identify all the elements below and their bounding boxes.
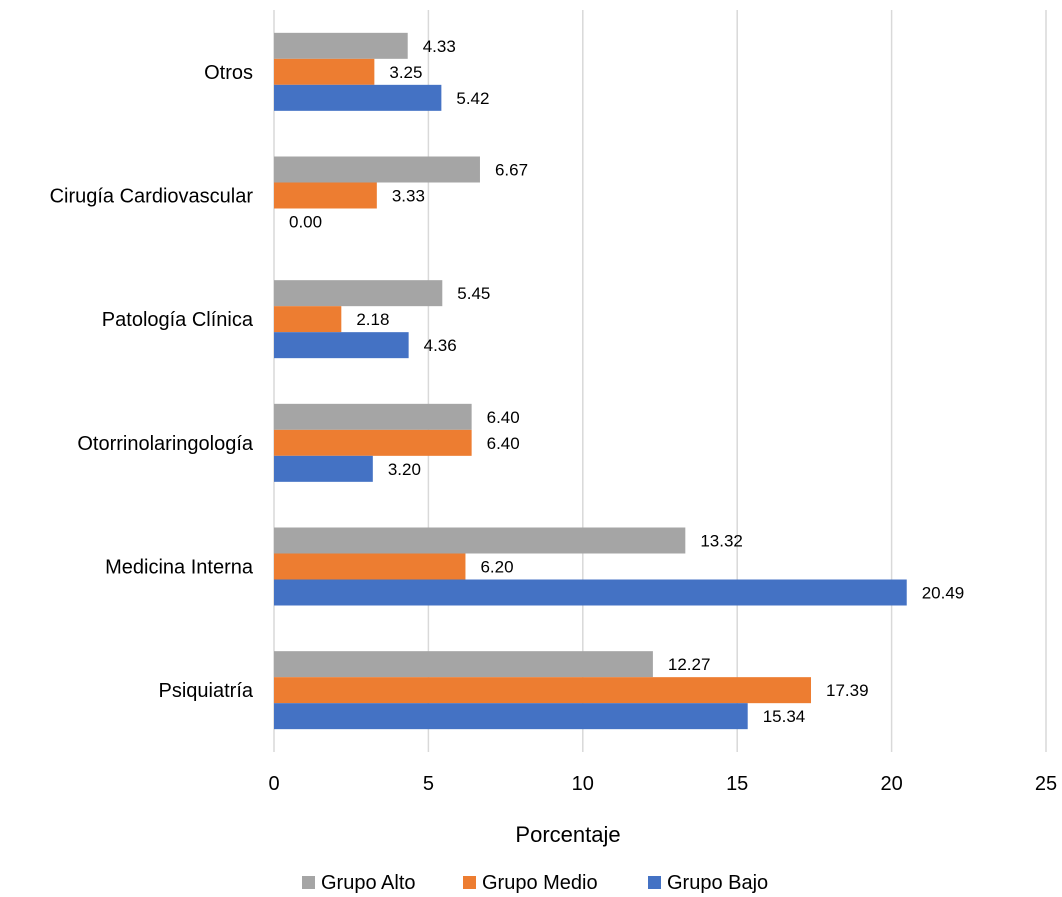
legend-label-grupo-bajo: Grupo Bajo: [667, 872, 768, 894]
x-tick-label: 25: [1035, 773, 1057, 795]
category-label-medicina-interna: Medicina Interna: [105, 557, 254, 579]
data-label-grupo-bajo-otorrinolaringologia: 3.20: [388, 460, 421, 479]
x-tick-label: 0: [268, 773, 279, 795]
category-label-cirugia-cardiovascular: Cirugía Cardiovascular: [50, 186, 254, 208]
category-label-otorrinolaringologia: Otorrinolaringología: [77, 433, 254, 455]
data-label-grupo-bajo-otros: 5.42: [456, 89, 489, 108]
bar-grupo-medio-cirugia-cardiovascular: [274, 182, 377, 209]
legend-label-grupo-medio: Grupo Medio: [482, 872, 598, 894]
bar-grupo-alto-cirugia-cardiovascular: [274, 156, 480, 183]
category-label-patologia-clinica: Patología Clínica: [102, 309, 254, 331]
data-label-grupo-medio-otorrinolaringologia: 6.40: [487, 434, 520, 453]
legend-swatch-grupo-medio: [463, 876, 476, 889]
category-label-psiquiatria: Psiquiatría: [159, 680, 254, 702]
data-label-grupo-alto-patologia-clinica: 5.45: [457, 284, 490, 303]
bar-grupo-alto-otros: [274, 32, 408, 59]
bar-grupo-alto-otorrinolaringologia: [274, 403, 472, 430]
data-label-grupo-alto-psiquiatria: 12.27: [668, 655, 711, 674]
x-tick-label: 15: [726, 773, 748, 795]
data-label-grupo-bajo-patologia-clinica: 4.36: [424, 336, 457, 355]
bar-grupo-medio-otorrinolaringologia: [274, 429, 472, 456]
data-label-grupo-medio-patologia-clinica: 2.18: [356, 310, 389, 329]
data-label-grupo-alto-medicina-interna: 13.32: [700, 532, 743, 551]
bar-grupo-medio-patologia-clinica: [274, 306, 342, 333]
bar-grupo-bajo-medicina-interna: [274, 579, 907, 606]
bar-grupo-medio-psiquiatria: [274, 677, 812, 704]
legend-label-grupo-alto: Grupo Alto: [321, 872, 416, 894]
legend-swatch-grupo-bajo: [648, 876, 661, 889]
bar-grupo-alto-psiquiatria: [274, 651, 653, 678]
data-label-grupo-medio-psiquiatria: 17.39: [826, 681, 869, 700]
bar-grupo-bajo-psiquiatria: [274, 703, 748, 730]
bar-grupo-bajo-otros: [274, 84, 442, 111]
data-label-grupo-bajo-medicina-interna: 20.49: [922, 584, 965, 603]
bar-grupo-medio-medicina-interna: [274, 553, 466, 580]
data-label-grupo-alto-otros: 4.33: [423, 37, 456, 56]
data-label-grupo-bajo-psiquiatria: 15.34: [763, 707, 806, 726]
bar-grupo-alto-medicina-interna: [274, 527, 686, 554]
data-label-grupo-alto-cirugia-cardiovascular: 6.67: [495, 161, 528, 180]
bar-grupo-bajo-otorrinolaringologia: [274, 455, 373, 482]
bar-grupo-medio-otros: [274, 58, 375, 85]
bar-grupo-alto-patologia-clinica: [274, 280, 443, 307]
legend-swatch-grupo-alto: [302, 876, 315, 889]
data-label-grupo-medio-otros: 3.25: [389, 63, 422, 82]
x-axis-title: Porcentaje: [515, 822, 620, 847]
category-label-otros: Otros: [204, 62, 253, 84]
data-label-grupo-bajo-cirugia-cardiovascular: 0.00: [289, 213, 322, 232]
x-tick-label: 10: [572, 773, 594, 795]
data-label-grupo-alto-otorrinolaringologia: 6.40: [487, 408, 520, 427]
data-label-grupo-medio-cirugia-cardiovascular: 3.33: [392, 187, 425, 206]
bar-grupo-bajo-patologia-clinica: [274, 332, 409, 359]
x-tick-label: 5: [423, 773, 434, 795]
data-label-grupo-medio-medicina-interna: 6.20: [480, 558, 513, 577]
x-tick-label: 20: [880, 773, 902, 795]
